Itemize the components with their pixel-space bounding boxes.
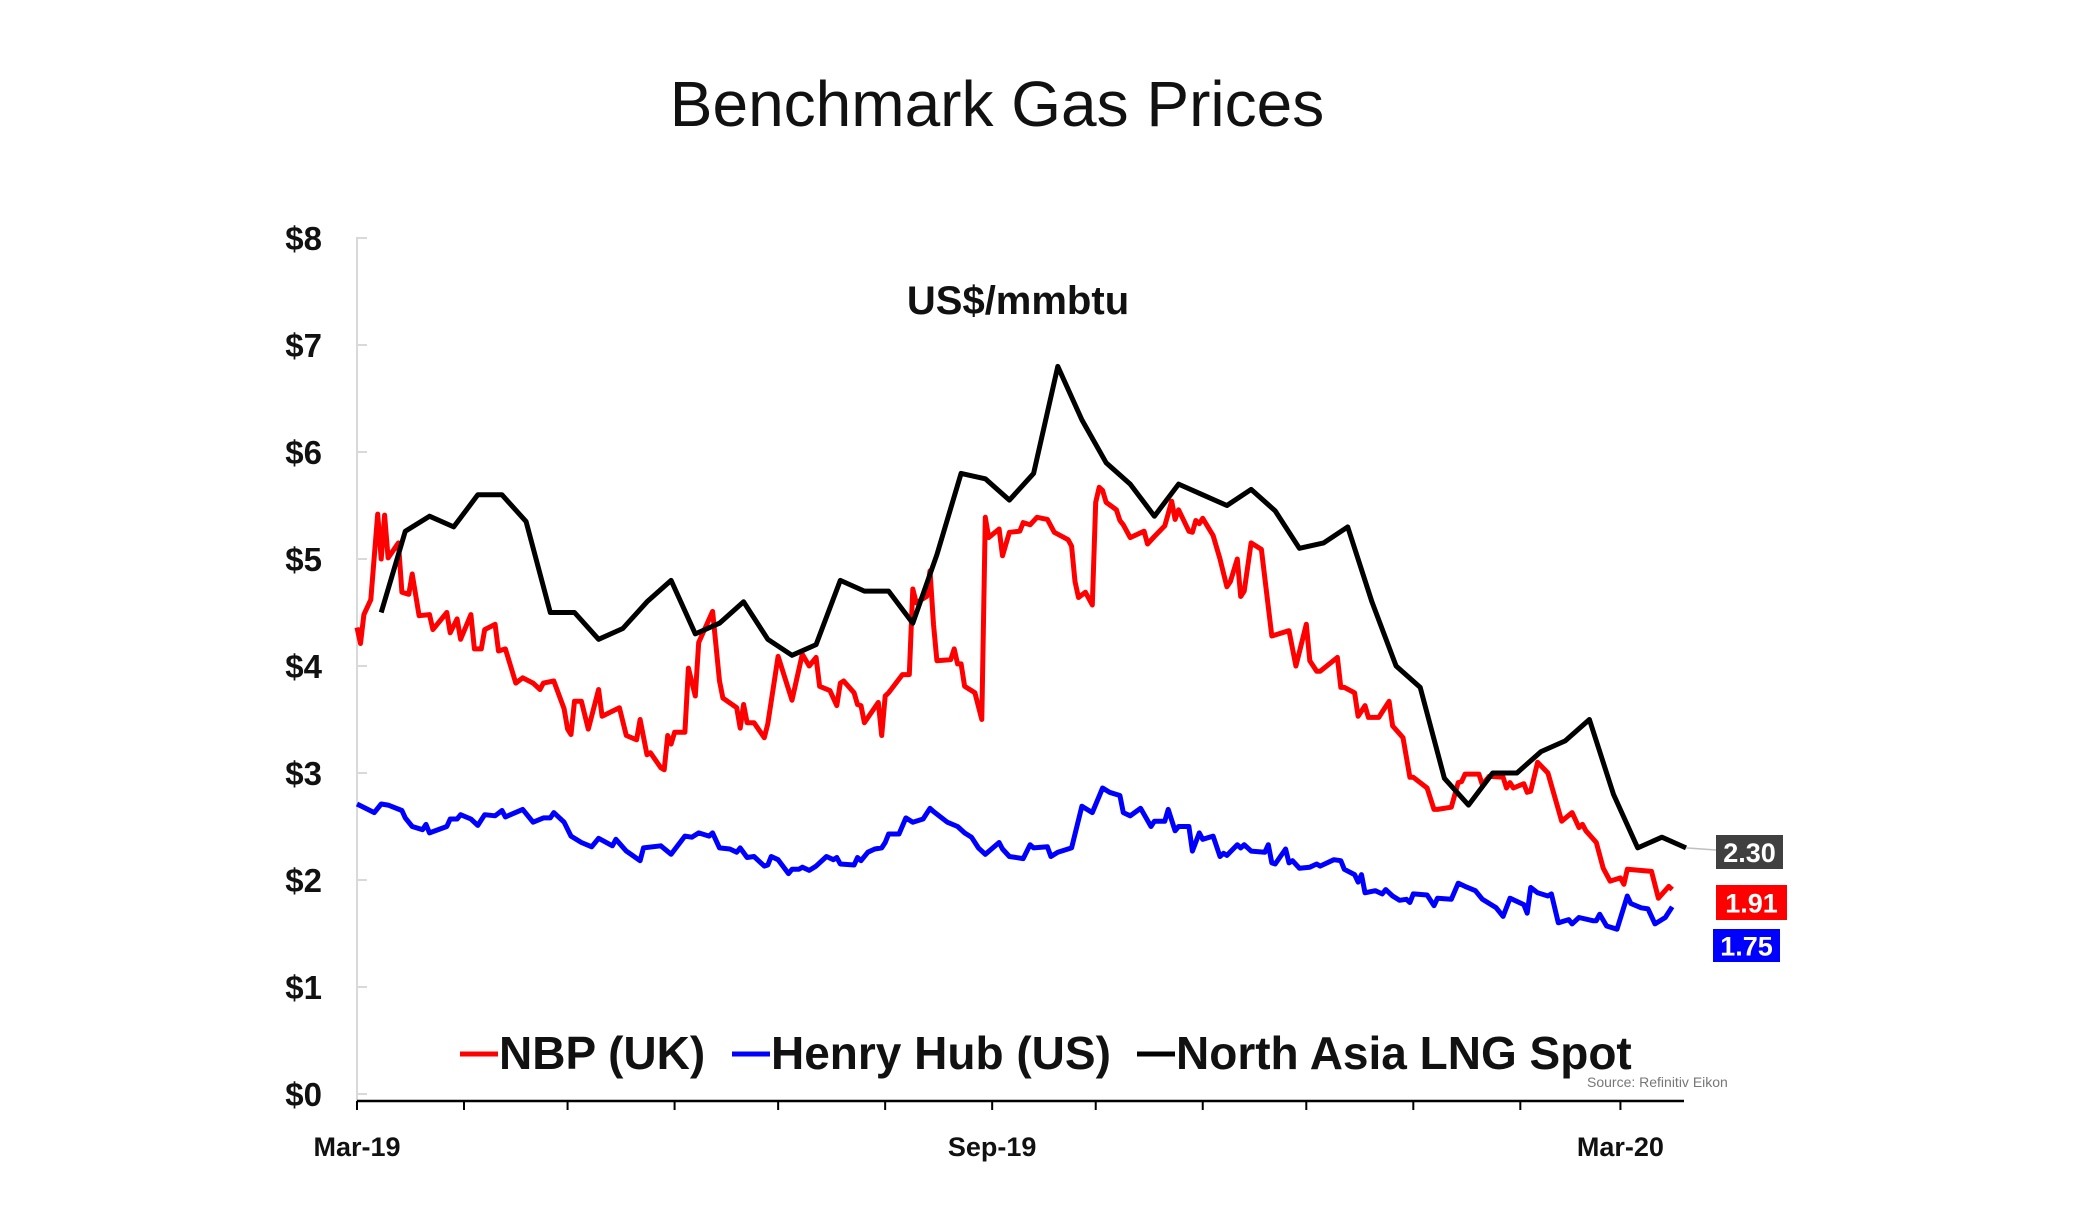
end-label-box xyxy=(1716,885,1787,920)
legend-label-henry-hub: Henry Hub (US) xyxy=(771,1027,1111,1079)
legend-item-nbp: NBP (UK) xyxy=(460,1027,705,1079)
x-tick-label: Mar-19 xyxy=(313,1132,400,1162)
y-tick-label: $6 xyxy=(285,434,322,471)
legend: NBP (UK) Henry Hub (US) North Asia LNG S… xyxy=(460,1027,1632,1079)
y-tick-label: $8 xyxy=(285,220,322,257)
end-label-value: 2.30 xyxy=(1723,838,1776,868)
series-group xyxy=(354,363,1688,932)
y-tick-label: $7 xyxy=(285,327,322,364)
end-label-value: 1.75 xyxy=(1720,932,1773,962)
legend-label-lng: North Asia LNG Spot xyxy=(1176,1027,1632,1079)
y-tick-label: $4 xyxy=(285,648,322,685)
units-annotation: US$/mmbtu xyxy=(907,279,1129,323)
x-tick-label: Mar-20 xyxy=(1577,1132,1664,1162)
legend-item-henry-hub: Henry Hub (US) xyxy=(732,1027,1111,1079)
legend-label-nbp: NBP (UK) xyxy=(499,1027,705,1079)
x-tick-label: Sep-19 xyxy=(948,1132,1037,1162)
end-label-henry-hub-us: 1.75 xyxy=(1713,929,1780,962)
series-line-nbp-uk xyxy=(354,484,1674,901)
end-label-north-asia-lng-spot: 2.30 xyxy=(1716,835,1783,869)
end-labels: 2.30 1.91 1.75 xyxy=(1713,835,1787,962)
series-line-north-asia-lng-spot xyxy=(378,363,1688,851)
chart-title: Benchmark Gas Prices xyxy=(670,68,1324,140)
y-axis-ticks: $0 $1 $2 $3 $4 $5 $6 $7 $8 xyxy=(285,220,367,1113)
y-tick-label: $1 xyxy=(285,969,322,1006)
y-tick-label: $3 xyxy=(285,755,322,792)
x-axis-ticks: Mar-19 Sep-19 Mar-20 xyxy=(313,1101,1664,1162)
end-label-box xyxy=(1713,929,1780,962)
y-tick-label: $2 xyxy=(285,862,322,899)
end-label-leader-line xyxy=(1685,847,1717,851)
y-tick-label: $0 xyxy=(285,1076,322,1113)
end-label-value: 1.91 xyxy=(1725,889,1778,919)
y-tick-label: $5 xyxy=(285,541,322,578)
legend-item-lng: North Asia LNG Spot xyxy=(1137,1027,1632,1079)
end-label-box xyxy=(1716,835,1783,869)
series-line-henry-hub-us xyxy=(355,785,1675,932)
source-note: Source: Refinitiv Eikon xyxy=(1587,1074,1728,1090)
end-label-nbp-uk: 1.91 xyxy=(1716,885,1787,920)
